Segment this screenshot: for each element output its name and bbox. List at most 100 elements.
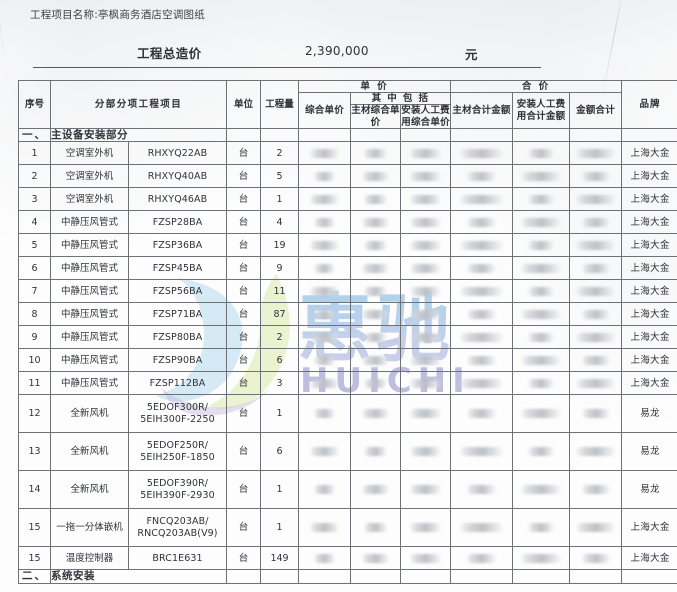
row-item-name: 中静压风管式	[50, 256, 129, 281]
header-unit-price-composite: 综合单价	[298, 92, 352, 129]
redacted-value	[362, 409, 389, 419]
row-unit-price-composite	[298, 470, 352, 510]
table-row: 15 温度控制器 BRC1E631 台 149 上海大金	[18, 546, 677, 571]
redacted-value	[466, 217, 497, 227]
row-labor-total	[512, 164, 571, 189]
redacted-value	[466, 171, 497, 181]
table-body: 一、 主设备安装部分 1 空调室外机 RHXYQ22AB 台 2 上海大金 2 空调室外机 RHXY…	[18, 127, 677, 584]
row-quantity: 3	[260, 371, 300, 396]
row-labor-unit-price	[400, 233, 452, 258]
row-amount-total	[569, 187, 623, 212]
row-brand: 易龙	[621, 394, 677, 434]
redacted-value	[527, 447, 555, 457]
row-seq: 8	[18, 302, 51, 327]
redacted-value	[362, 217, 389, 227]
row-labor-total	[512, 279, 571, 304]
redacted-value	[460, 240, 503, 250]
redacted-value	[410, 553, 441, 563]
row-labor-unit-price	[400, 279, 452, 304]
table-row: 6 中静压风管式 FZSP45BA 台 9 上海大金	[18, 256, 677, 281]
redacted-value	[466, 553, 497, 563]
redacted-value	[527, 148, 555, 158]
row-material-unit-price	[350, 210, 402, 235]
row-unit-price-composite	[298, 256, 352, 281]
row-quantity: 5	[260, 164, 300, 189]
row-brand: 上海大金	[621, 210, 677, 235]
header-amount-total: 金额合计	[569, 92, 623, 129]
row-brand: 易龙	[621, 432, 677, 472]
row-amount-total	[569, 432, 623, 472]
row-seq: 7	[18, 279, 51, 304]
row-quantity: 2	[260, 325, 300, 350]
redacted-value	[575, 378, 616, 388]
redacted-value	[527, 286, 555, 296]
redacted-value	[581, 309, 610, 319]
row-unit: 台	[226, 187, 262, 212]
redacted-value	[310, 286, 339, 296]
total-cost-row: 工程总造价 2,390,000 元	[33, 42, 541, 68]
header-labor-unit-price: 安装人工费用综合单价	[400, 104, 452, 129]
row-material-total	[450, 508, 514, 548]
redacted-value	[363, 286, 388, 296]
row-model: FZSP90BA	[127, 348, 228, 373]
row-labor-unit-price	[400, 546, 452, 571]
redacted-value	[575, 194, 616, 204]
row-unit: 台	[226, 210, 262, 235]
section-empty-cell	[260, 127, 300, 143]
row-unit-price-composite	[298, 432, 352, 472]
row-brand: 上海大金	[621, 371, 677, 396]
redacted-value	[310, 148, 339, 158]
redacted-value	[521, 263, 561, 273]
row-amount-total	[569, 256, 623, 281]
row-item-name: 中静压风管式	[50, 210, 129, 235]
row-material-unit-price	[350, 371, 402, 396]
row-labor-total	[512, 302, 571, 327]
row-unit-price-composite	[298, 164, 352, 189]
row-quantity: 9	[260, 256, 300, 281]
redacted-value	[314, 553, 335, 563]
row-labor-total	[512, 233, 571, 258]
redacted-value	[460, 286, 503, 296]
header-unit: 单位	[226, 80, 262, 129]
row-seq: 2	[18, 164, 51, 189]
row-unit: 台	[226, 279, 262, 304]
row-unit: 台	[226, 348, 262, 373]
section-empty-cell	[350, 127, 402, 143]
redacted-value	[521, 485, 561, 495]
redacted-value	[581, 553, 610, 563]
redacted-value	[314, 171, 335, 181]
row-amount-total	[569, 233, 623, 258]
row-labor-unit-price	[400, 325, 452, 350]
redacted-value	[314, 409, 335, 419]
redacted-value	[410, 485, 441, 495]
redacted-value	[314, 217, 335, 227]
header-item: 分部分项工程项目	[49, 80, 228, 129]
row-material-unit-price	[350, 546, 402, 571]
row-item-name: 温度控制器	[50, 546, 129, 571]
section-empty-cell	[512, 569, 571, 584]
row-material-total	[450, 470, 514, 510]
row-unit-price-composite	[298, 233, 352, 258]
redacted-value	[466, 309, 497, 319]
row-labor-total	[512, 508, 571, 548]
row-model: FZSP71BA	[127, 302, 228, 327]
row-amount-total	[569, 470, 623, 510]
redacted-value	[410, 217, 441, 227]
redacted-value	[575, 148, 616, 158]
redacted-value	[363, 148, 388, 158]
row-model: 5EDOF250R/5EIH250F-1850	[127, 432, 228, 472]
row-unit-price-composite	[298, 546, 352, 571]
redacted-value	[521, 409, 561, 419]
header-material-unit-price: 主材综合单价	[350, 104, 402, 129]
row-seq: 11	[18, 371, 51, 396]
row-quantity: 1	[260, 187, 300, 212]
section-title: 主设备安装部分	[49, 127, 228, 143]
row-seq: 4	[18, 210, 51, 235]
row-quantity: 6	[260, 432, 300, 472]
row-amount-total	[569, 546, 623, 571]
section-empty-cell	[569, 569, 623, 584]
row-quantity: 1	[260, 508, 300, 548]
table-row: 5 中静压风管式 FZSP36BA 台 19 上海大金	[18, 233, 677, 258]
row-labor-unit-price	[400, 302, 452, 327]
row-model: FZSP45BA	[127, 256, 228, 281]
